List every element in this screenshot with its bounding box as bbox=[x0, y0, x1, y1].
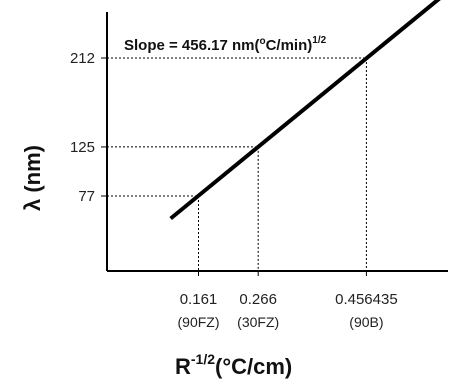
slope-annotation: Slope = 456.17 nm(oC/min)1/2 bbox=[124, 35, 327, 54]
x-tick-label: 0.161 bbox=[180, 291, 218, 308]
guide-lines bbox=[107, 57, 367, 271]
x-tick-label: 0.456435 bbox=[335, 291, 398, 308]
y-tick-label: 212 bbox=[70, 50, 95, 67]
x-tick-sublabel: (90FZ) bbox=[178, 314, 220, 330]
y-axis-label: λ (nm) bbox=[20, 145, 45, 211]
x-tick-sublabel: (90B) bbox=[349, 314, 383, 330]
y-tick-label: 77 bbox=[78, 188, 95, 205]
y-ticks: 77 125 212 bbox=[70, 50, 107, 205]
x-ticks: 0.161 (90FZ) 0.266 (30FZ) 0.456435 (90B) bbox=[178, 271, 398, 330]
x-tick-label: 0.266 bbox=[239, 291, 277, 308]
fit-line bbox=[169, 0, 441, 221]
x-axis-label: R-1/2(°C/cm) bbox=[175, 351, 292, 379]
y-tick-label: 125 bbox=[70, 139, 95, 156]
x-tick-sublabel: (30FZ) bbox=[237, 314, 279, 330]
